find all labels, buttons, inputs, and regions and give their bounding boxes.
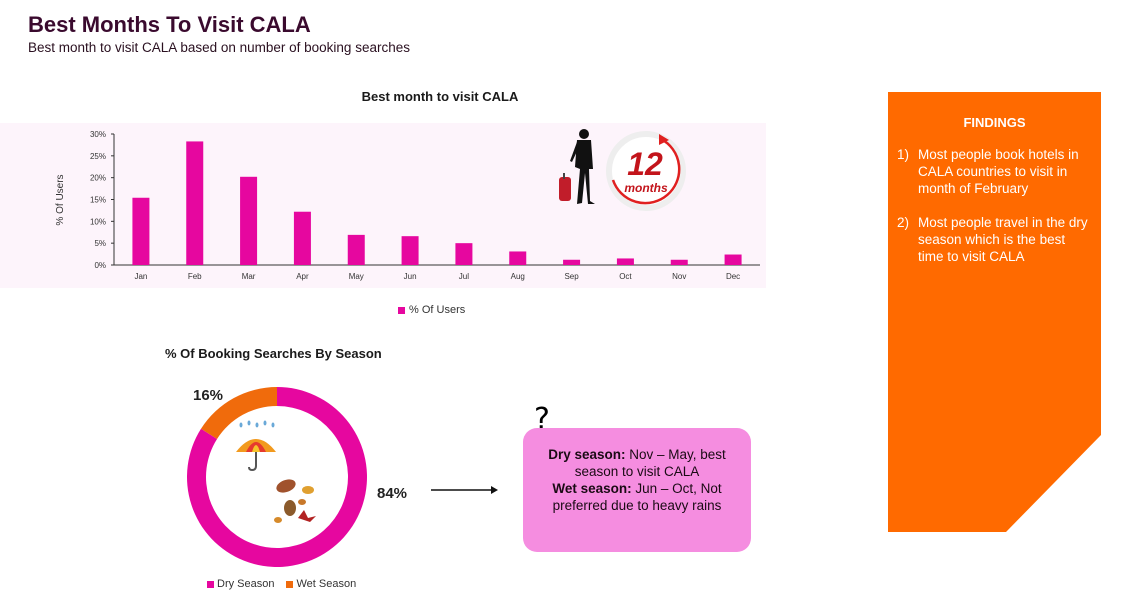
- legend-swatch-users: [398, 306, 405, 314]
- bar-sep: [563, 259, 581, 265]
- x-tick-label: Aug: [511, 272, 525, 281]
- y-tick-label: 10%: [90, 217, 106, 226]
- dry-season-text: Nov – May, best season to visit CALA: [574, 447, 726, 479]
- autumn-leaves-icon: [274, 479, 316, 523]
- traveler-icon: [559, 129, 595, 204]
- umbrella-rain-icon: [236, 420, 276, 472]
- x-tick-label: Jan: [134, 272, 147, 281]
- page-title: Best Months To Visit CALA: [28, 12, 311, 37]
- wet-season-value-label: 16%: [193, 387, 224, 404]
- bar-mar: [240, 176, 258, 265]
- finding-number: 1): [897, 147, 910, 162]
- page-subtitle: Best month to visit CALA based on number…: [28, 40, 410, 55]
- legend-item-wet: Wet Season: [286, 578, 356, 590]
- bar-jan: [132, 197, 150, 265]
- bar-oct: [616, 258, 634, 265]
- findings-title: FINDINGS: [963, 115, 1026, 130]
- y-axis-label: % Of Users: [55, 174, 66, 225]
- legend-label-wet: Wet Season: [296, 578, 357, 590]
- donut-chart: [187, 387, 367, 567]
- bar-feb: [186, 141, 204, 265]
- arrow-icon: [431, 486, 498, 494]
- finding-item: 2) Most people travel in the dry season …: [888, 214, 1101, 265]
- x-tick-label: Jun: [404, 272, 417, 281]
- legend-item-dry: Dry Season: [207, 578, 274, 590]
- calendar-cycle-icon: 12 months: [606, 131, 686, 211]
- x-tick-label: May: [349, 272, 364, 281]
- bar-nov: [670, 259, 688, 265]
- y-tick-label: 30%: [90, 130, 106, 139]
- finding-text: Most people book hotels in CALA countrie…: [918, 147, 1079, 196]
- finding-number: 2): [897, 215, 910, 230]
- dry-season-label: Dry season:: [548, 447, 626, 462]
- calendar-number: 12: [627, 146, 663, 182]
- y-tick-label: 20%: [90, 174, 106, 183]
- x-tick-label: Feb: [188, 272, 202, 281]
- slice-wet-season: [201, 387, 277, 439]
- bar-may: [347, 234, 365, 265]
- y-tick-label: 25%: [90, 152, 106, 161]
- legend-label-dry: Dry Season: [217, 578, 275, 590]
- finding-text: Most people travel in the dry season whi…: [918, 215, 1088, 264]
- bar-aug: [509, 251, 527, 265]
- legend-label-users: % Of Users: [409, 304, 466, 316]
- bar-chart-title: Best month to visit CALA: [361, 89, 519, 104]
- y-tick-label: 5%: [94, 239, 106, 248]
- season-note-box: Dry season: Nov – May, best season to vi…: [523, 428, 751, 552]
- wet-season-text: Jun – Oct, Not preferred due to heavy ra…: [552, 481, 722, 513]
- x-tick-label: Sep: [564, 272, 579, 281]
- bar-dec: [724, 254, 742, 265]
- bar-chart-legend: % Of Users: [398, 304, 465, 316]
- bar-apr: [293, 211, 311, 265]
- wet-season-label: Wet season:: [552, 481, 632, 496]
- bar-chart: % Of Users 0% 5% 10% 15% 20% 25% 30% Jan Feb Mar Ap…: [55, 130, 760, 281]
- x-tick-label: Mar: [242, 272, 256, 281]
- y-tick-label: 15%: [90, 196, 106, 205]
- x-tick-label: Jul: [459, 272, 469, 281]
- donut-chart-legend: Dry Season Wet Season: [207, 578, 356, 590]
- y-tick-label: 0%: [94, 261, 106, 270]
- finding-item: 1) Most people book hotels in CALA count…: [888, 146, 1101, 197]
- calendar-unit: months: [624, 181, 668, 195]
- x-tick-label: Oct: [619, 272, 632, 281]
- dry-season-value-label: 84%: [377, 485, 408, 502]
- x-tick-label: Nov: [672, 272, 686, 281]
- donut-chart-title: % Of Booking Searches By Season: [165, 346, 382, 361]
- x-tick-label: Apr: [296, 272, 309, 281]
- bar-jun: [401, 236, 419, 265]
- findings-content: FINDINGS 1) Most people book hotels in C…: [888, 92, 1101, 282]
- legend-swatch-wet: [286, 580, 294, 588]
- bar-jul: [455, 243, 473, 265]
- x-tick-label: Dec: [726, 272, 740, 281]
- legend-swatch-dry: [207, 580, 214, 588]
- findings-panel: [888, 92, 1101, 532]
